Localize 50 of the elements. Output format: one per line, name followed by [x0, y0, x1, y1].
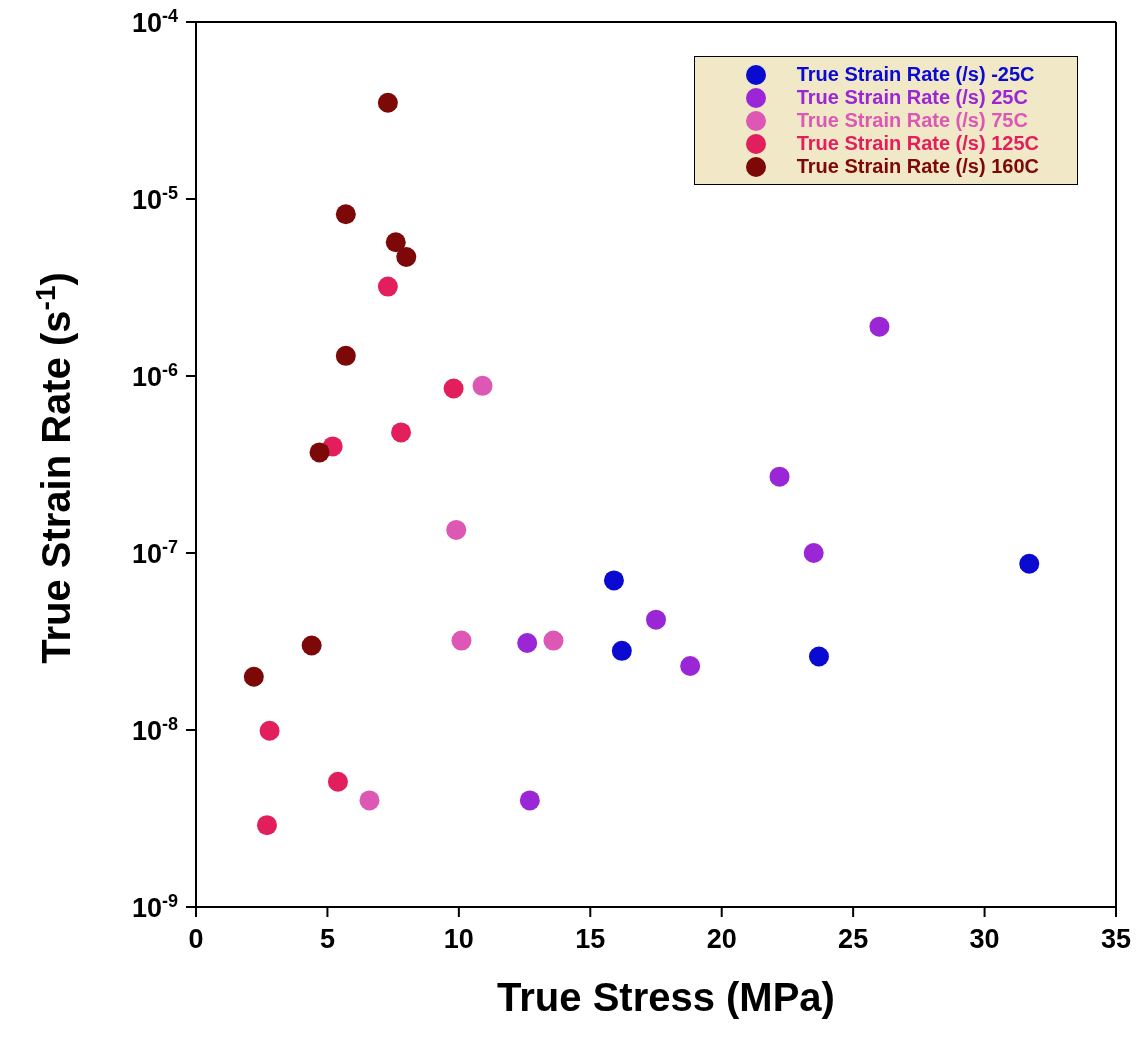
x-tick-label: 10	[443, 924, 474, 954]
y-tick-label: 10$^{-5}$	[131, 183, 178, 215]
point	[472, 375, 493, 396]
point	[1019, 553, 1040, 574]
x-tick-label: 35	[1100, 924, 1132, 954]
point	[391, 422, 412, 443]
y-tick-label: 10$^{-6}$	[131, 360, 178, 392]
point	[808, 646, 829, 667]
x-tick-label: 0	[188, 924, 204, 954]
point	[517, 633, 538, 654]
point	[259, 720, 280, 741]
point	[335, 204, 356, 225]
point	[385, 232, 406, 253]
point	[769, 466, 790, 487]
y-tick-label: 10$^{-9}$	[131, 891, 178, 923]
point	[377, 276, 398, 297]
point	[519, 790, 540, 811]
y-tick-label: 10$^{-8}$	[131, 714, 178, 746]
y-tick-label: 10$^{-7}$	[131, 537, 178, 569]
point	[611, 640, 632, 661]
point	[243, 666, 264, 687]
point	[869, 316, 890, 337]
point	[803, 543, 824, 563]
x-tick-label: 15	[575, 924, 606, 954]
point	[359, 790, 380, 811]
x-tick-label: 20	[706, 924, 737, 954]
x-axis-title: True Stress (MPa)	[496, 975, 836, 1020]
point	[443, 378, 464, 399]
point	[327, 771, 348, 792]
point	[396, 247, 417, 268]
x-tick-label: 5	[319, 924, 335, 954]
legend-label: True Strain Rate (/s) 75C	[796, 109, 1028, 132]
point	[335, 345, 356, 366]
point	[646, 609, 666, 630]
y-tick-label: 10$^{-4}$	[131, 6, 178, 38]
x-tick-label: 30	[969, 924, 1000, 954]
legend-label: True Strain Rate (/s) 125C	[796, 132, 1039, 155]
point	[680, 655, 701, 676]
legend-label: True Strain Rate (/s) -25C	[796, 63, 1035, 86]
point	[603, 570, 624, 591]
point	[543, 630, 564, 651]
point	[309, 442, 330, 463]
point	[301, 635, 322, 656]
point	[451, 630, 472, 651]
legend-label: True Strain Rate (/s) 160C	[796, 155, 1039, 178]
point	[377, 92, 398, 113]
legend-label: True Strain Rate (/s) 25C	[796, 86, 1028, 109]
x-tick-label: 25	[838, 924, 869, 954]
point	[256, 815, 277, 836]
point	[446, 519, 467, 540]
